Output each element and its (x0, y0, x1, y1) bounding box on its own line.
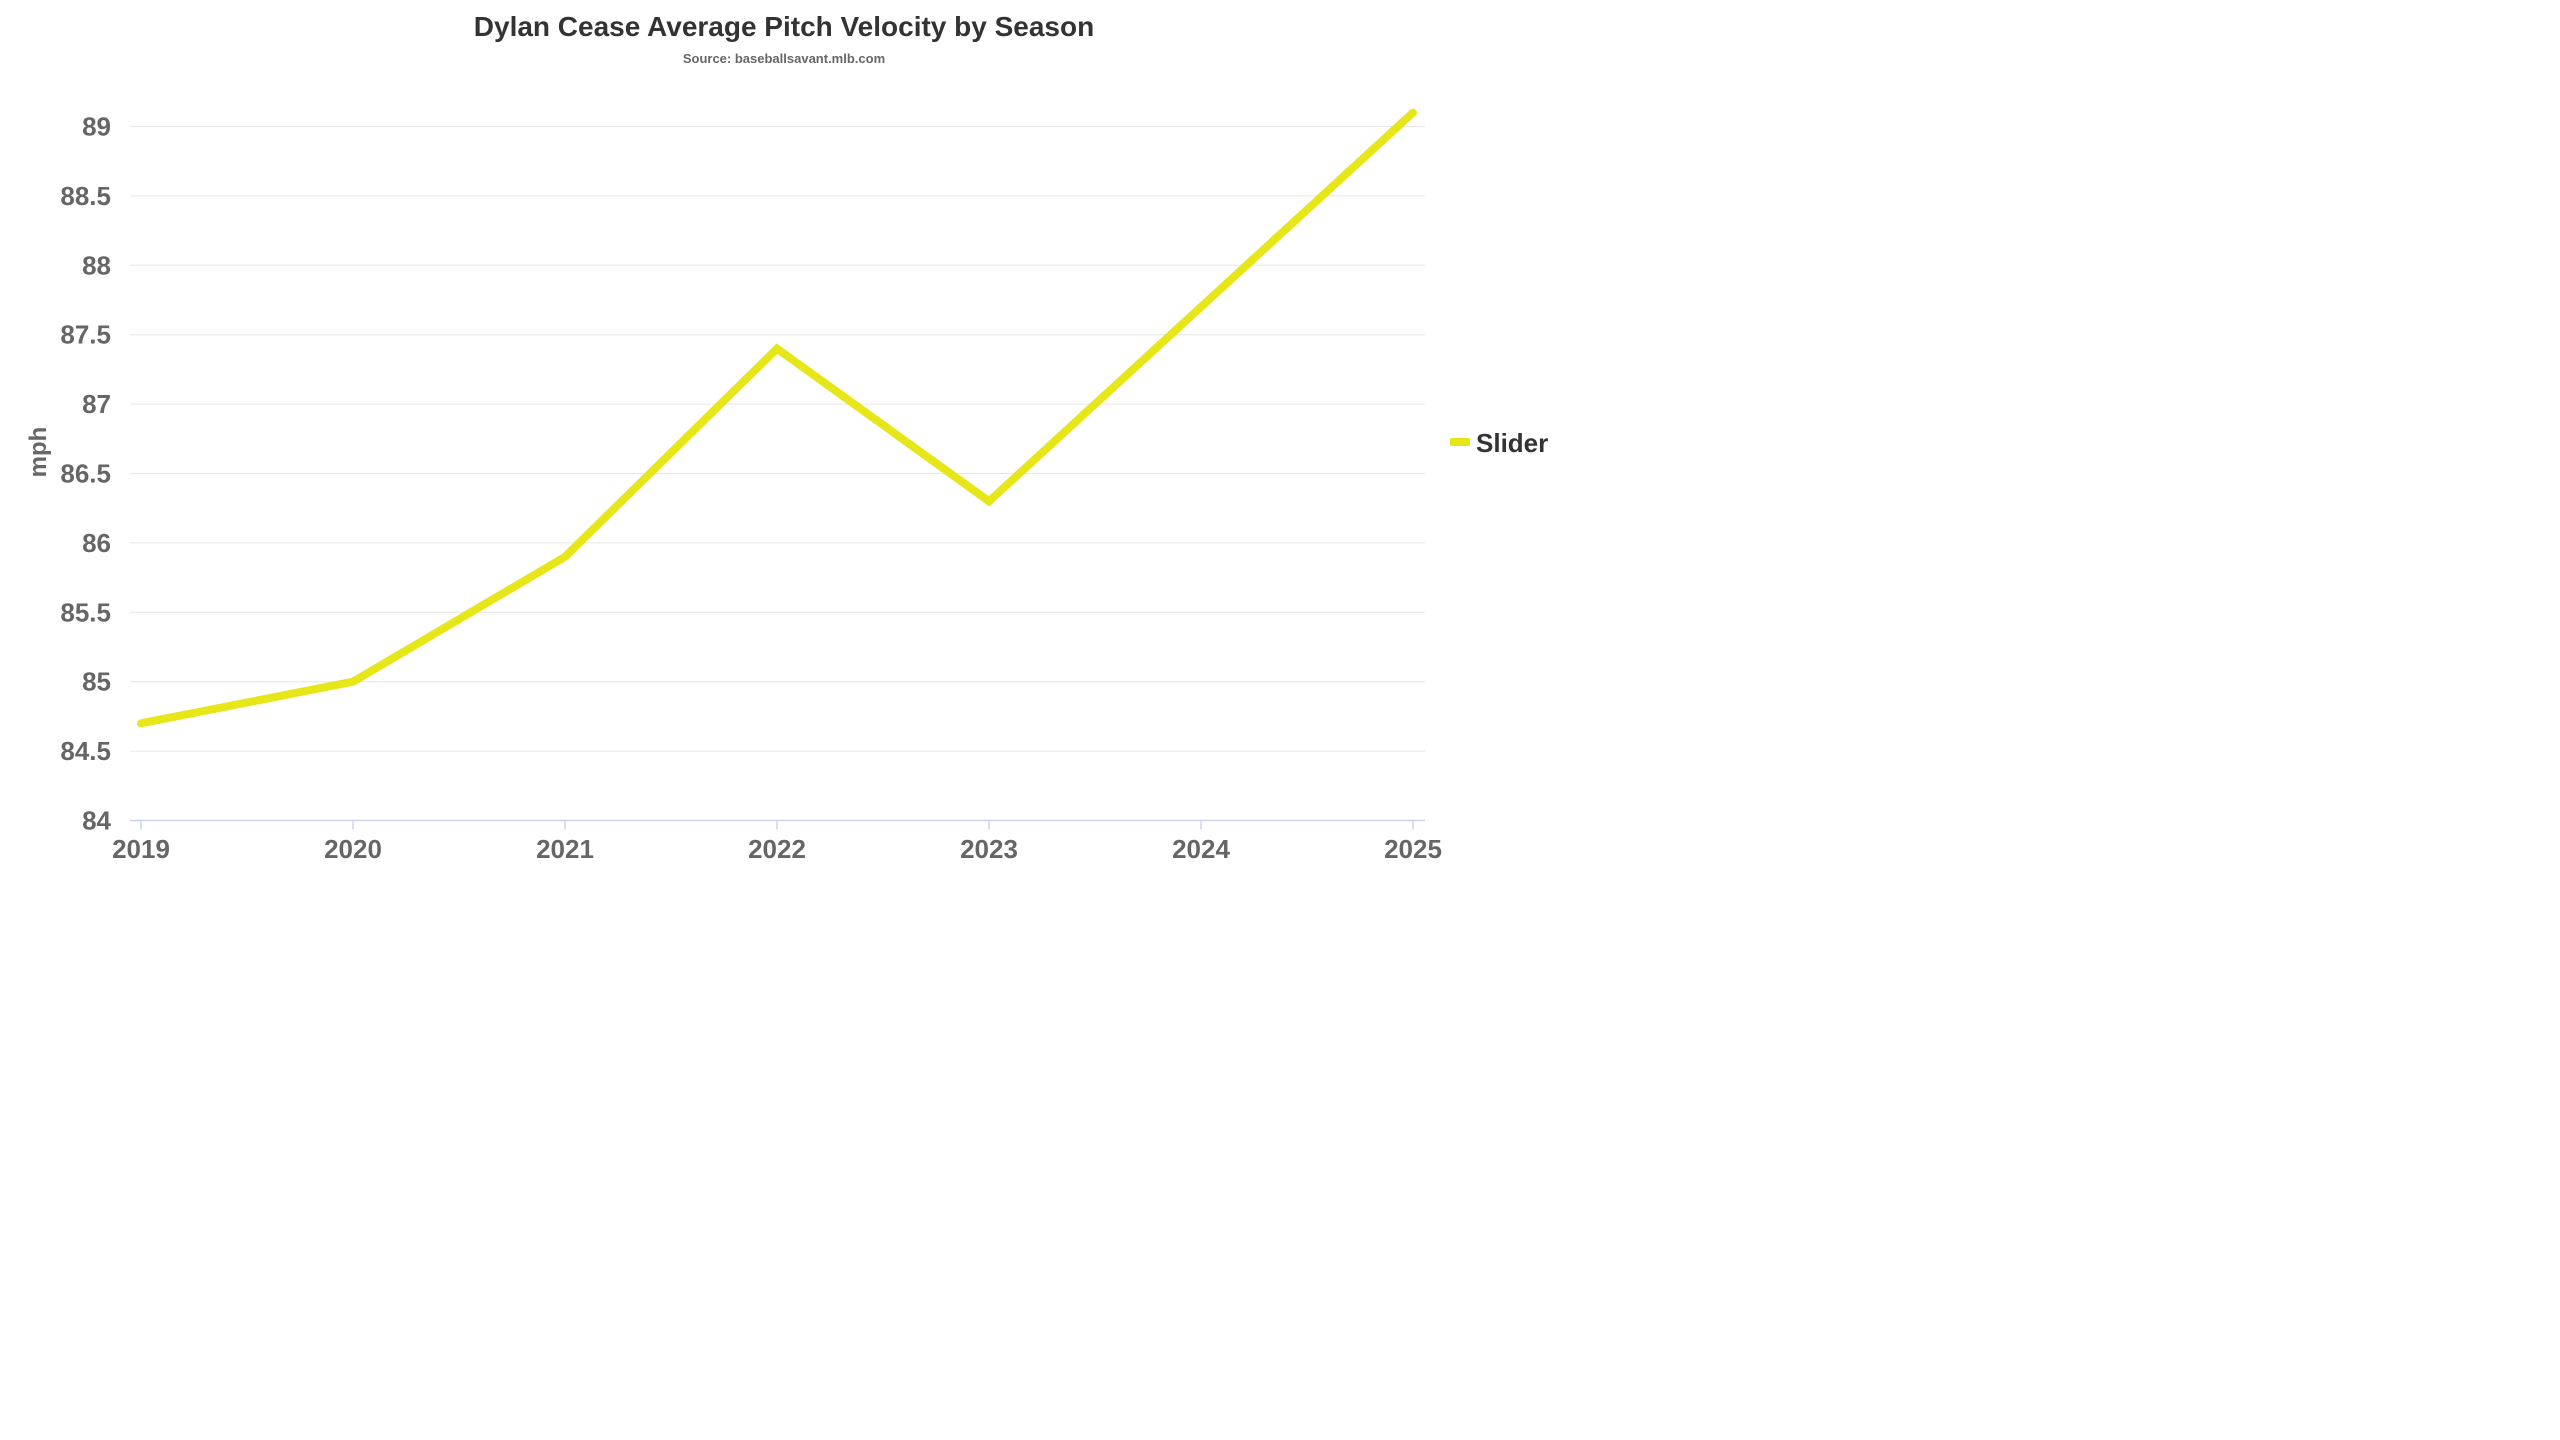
legend-label-slider: Slider (1476, 428, 1548, 458)
y-tick-label: 85.5 (60, 597, 111, 627)
data-point[interactable] (1197, 303, 1205, 311)
y-tick-label: 84 (82, 806, 111, 836)
axis-layer (130, 819, 1425, 830)
data-point[interactable] (349, 678, 357, 686)
y-axis-label: mph (25, 427, 52, 478)
grid-layer (130, 126, 1425, 752)
y-tick-label: 86 (82, 528, 111, 558)
chart-title: Dylan Cease Average Pitch Velocity by Se… (474, 11, 1094, 42)
chart-subtitle: Source: baseballsavant.mlb.com (683, 51, 885, 66)
y-tick-label: 84.5 (60, 736, 111, 766)
data-point[interactable] (985, 497, 993, 505)
legend-swatch-slider (1450, 438, 1470, 446)
data-point[interactable] (137, 719, 145, 727)
x-tick-label: 2024 (1172, 834, 1230, 864)
series-line-slider[interactable] (137, 108, 1417, 728)
x-tick-label: 2020 (324, 834, 382, 864)
series-layer (137, 108, 1417, 728)
chart-svg: 84 84.5 85 85.5 86 86.5 87 87.5 88 88.5 89 2019 202… (25, 11, 1548, 864)
x-tick-labels: 2019 2020 2021 2022 2023 2024 2025 (112, 834, 1442, 864)
legend[interactable]: Slider (1450, 428, 1548, 458)
x-tick-label: 2021 (536, 834, 594, 864)
y-tick-label: 88 (82, 250, 111, 280)
data-point[interactable] (1409, 109, 1417, 117)
data-point[interactable] (773, 345, 781, 353)
y-tick-label: 86.5 (60, 459, 111, 489)
y-tick-label: 87 (82, 389, 111, 419)
y-tick-labels: 84 84.5 85 85.5 86 86.5 87 87.5 88 88.5 89 (60, 112, 111, 836)
x-tick-label: 2022 (748, 834, 806, 864)
x-tick-label: 2025 (1384, 834, 1442, 864)
y-tick-label: 88.5 (60, 181, 111, 211)
y-tick-label: 85 (82, 667, 111, 697)
y-tick-label: 87.5 (60, 320, 111, 350)
data-point[interactable] (561, 553, 569, 561)
x-tick-label: 2023 (960, 834, 1018, 864)
y-tick-label: 89 (82, 112, 111, 142)
x-tick-label: 2019 (112, 834, 170, 864)
